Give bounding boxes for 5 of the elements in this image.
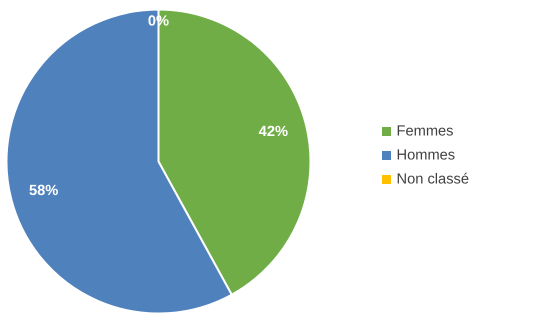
data-label: 58%	[29, 182, 58, 199]
data-label: 42%	[258, 124, 288, 140]
legend-label: Non classé	[396, 172, 470, 188]
legend-label: Femmes	[396, 124, 454, 140]
legend-label: Hommes	[396, 148, 456, 164]
